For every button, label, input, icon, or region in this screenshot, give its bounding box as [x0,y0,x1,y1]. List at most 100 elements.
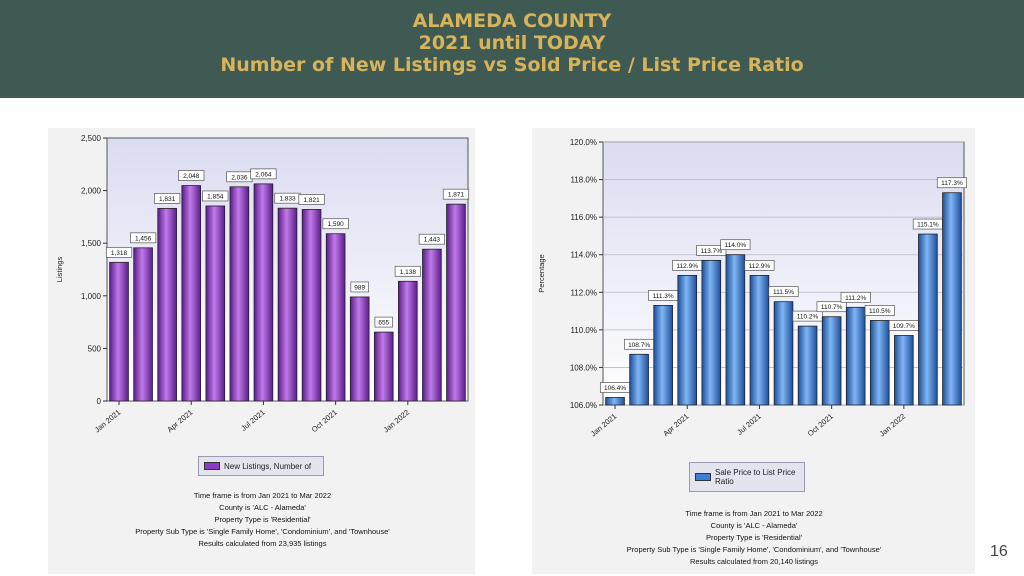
note-property-type: Property Type is 'Residential' [705,533,803,542]
note-county: County is 'ALC - Alameda' [219,503,306,512]
note-property-type: Property Type is 'Residential' [214,515,311,524]
data-label-box [202,190,229,202]
header-subtitle: 2021 until TODAY [418,32,606,54]
bar [869,320,890,406]
note-subtype: Property Sub Type is 'Single Family Home… [626,545,882,554]
x-tick-label: Jul 2021 [735,412,763,437]
data-label: 108.7% [628,342,650,349]
bar [797,325,818,406]
bar [701,259,722,406]
y-tick-label: 0 [97,397,102,406]
bar [157,207,177,402]
y-tick-label: 1,500 [81,239,102,248]
data-label: 114.0% [725,242,747,249]
y-axis-label: Percentage [537,254,546,292]
data-label-box [768,286,799,298]
y-tick-label: 500 [88,344,102,353]
legend-label: New Listings, Number of [224,461,312,471]
x-tick-label: Jul 2021 [239,408,267,433]
data-label: 1,443 [424,237,441,244]
bar [677,274,698,406]
header-description: Number of New Listings vs Sold Price / L… [220,54,804,76]
data-label-box [936,177,968,189]
data-label: 111.5% [773,289,794,296]
legend-swatch-blue [695,473,711,481]
data-label: 655 [378,320,389,327]
ratio-chart-panel: 106.0% 108.0% 110.0% 112.0% 114.0% 116.0% 118.… [532,128,975,574]
listings-notes: Time frame is from Jan 2021 to Mar 2022 … [60,490,465,550]
data-label: 113.7% [701,248,723,255]
ratio-chart: 106.0% 108.0% 110.0% 112.0% 114.0% 116.0% 118.… [537,138,968,439]
bar [277,207,298,402]
data-label: 112.9% [749,263,771,270]
bar [845,306,866,406]
data-label-box [350,281,369,293]
data-label: 112.9% [676,263,698,270]
note-county: County is 'ALC - Alameda' [710,521,798,530]
x-tick-label: Oct 2021 [806,412,835,438]
x-tick-label: Jan 2022 [382,408,411,435]
data-label-box [250,168,277,180]
data-label: 1,456 [135,235,152,242]
data-label-box [105,246,133,258]
bar [629,353,649,406]
note-subtype: Property Sub Type is 'Single Family Home… [135,527,390,536]
bar [422,248,442,402]
data-label-box [792,310,823,322]
y-tick-label: 2,500 [81,134,102,143]
y-tick-label: 1,000 [81,292,102,301]
data-label: 1,831 [159,196,176,203]
data-label: 111.2% [845,295,866,302]
x-tick-label: Apr 2021 [661,412,690,438]
x-tick-label: Jan 2022 [878,412,907,439]
bar [605,397,625,406]
listings-chart-panel: 0 500 1,000 1,500 2,000 2,500 Listings 1,318 1,4… [48,128,475,574]
bar [749,274,770,406]
data-label: 1,318 [111,250,128,257]
bar [942,192,962,406]
listings-legend: New Listings, Number of [198,456,324,476]
data-label: 111.3% [653,293,674,300]
bar [821,316,842,406]
x-tick-label: Jan 2021 [93,408,122,435]
y-axis-label: Listings [55,257,64,283]
data-label: 2,064 [255,171,272,178]
y-tick-label: 118.0% [570,176,597,185]
data-label-box [720,239,751,251]
legend-swatch-purple [204,462,220,470]
y-tick-label: 108.0% [570,363,597,372]
bar [894,335,914,406]
y-tick-label: 114.0% [570,251,597,260]
y-tick-label: 106.0% [570,401,597,410]
data-label: 110.2% [797,314,819,321]
y-tick-label: 2,000 [81,187,102,196]
bar [301,209,322,402]
y-tick-label: 120.0% [570,138,597,147]
data-label: 2,048 [183,173,200,180]
y-tick-label: 110.0% [570,326,597,335]
data-label: 109.7% [893,323,915,330]
bar [181,185,202,402]
data-label: 115.1% [917,222,939,229]
slide-header: ALAMEDA COUNTY 2021 until TODAY Number o… [0,0,1024,98]
data-label: 989 [354,284,365,291]
data-label-box [840,291,871,303]
data-label: 110.5% [869,308,891,315]
ratio-legend: Sale Price to List Price Ratio [689,462,805,492]
data-label-box [322,218,349,230]
data-label: 117.3% [941,180,963,187]
page-number: 16 [990,543,1008,560]
bar [229,186,250,402]
bar [205,205,226,402]
bar [349,296,370,402]
bar [325,233,346,402]
data-label-box [154,193,181,204]
bar [253,183,274,402]
data-label: 110.7% [821,304,843,311]
data-label-box [864,305,895,316]
data-label-box [418,233,445,245]
bar [725,254,746,406]
data-label-box [178,170,205,181]
data-label-box [744,260,775,271]
legend-label: Sale Price to List Price Ratio [715,468,796,486]
